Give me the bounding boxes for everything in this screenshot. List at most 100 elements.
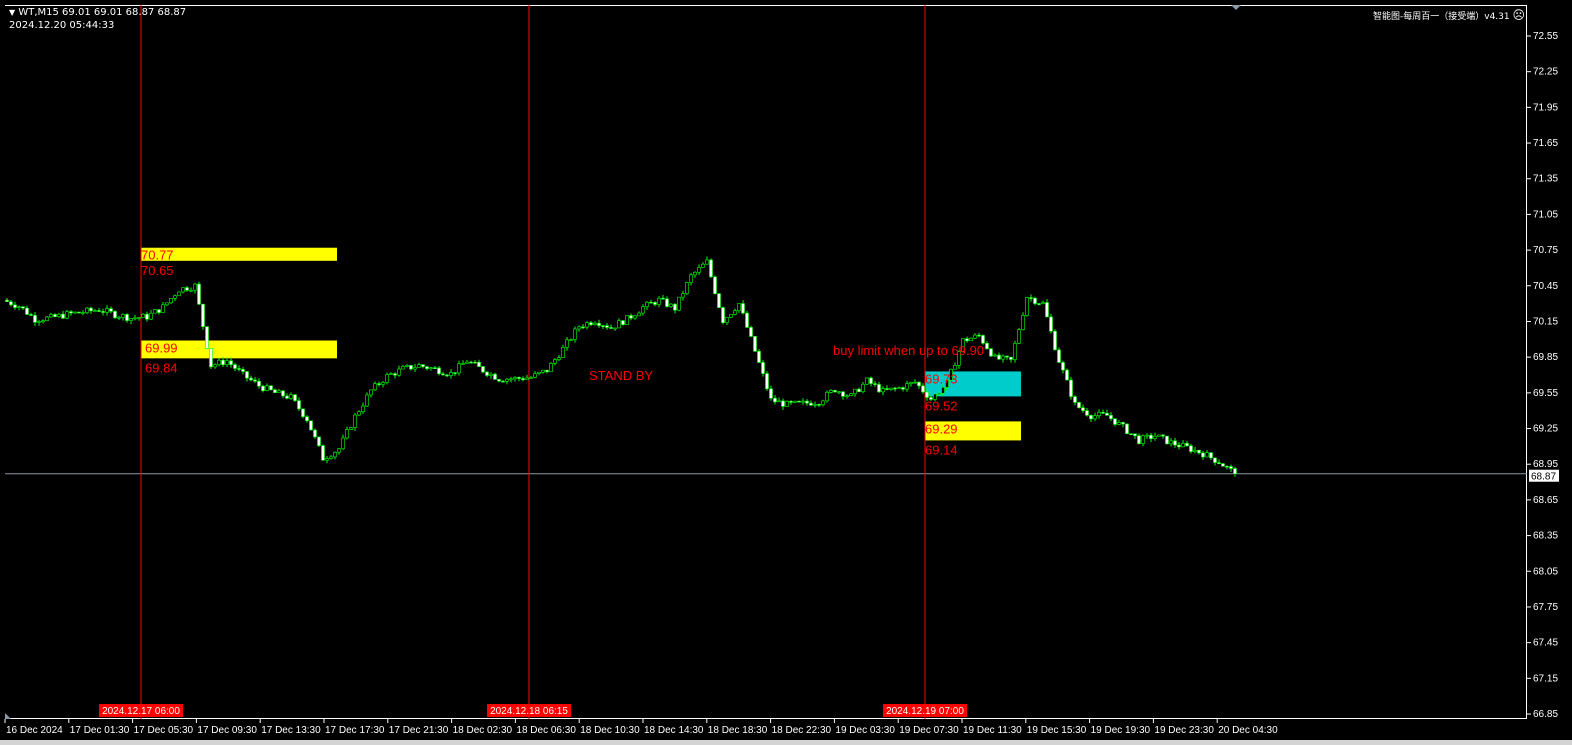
- candle-body: [265, 385, 269, 391]
- candle-body: [1081, 407, 1085, 411]
- candle-body: [641, 306, 645, 314]
- candle-body: [585, 322, 589, 328]
- candle-body: [541, 369, 545, 373]
- y-tick-label: 70.75: [1533, 245, 1558, 256]
- y-tick-label: 67.45: [1533, 638, 1558, 649]
- candle-body: [25, 307, 29, 315]
- candle-body: [365, 394, 369, 407]
- x-tick-label: 18 Dec 06:30: [516, 725, 576, 736]
- candle-body: [101, 311, 105, 313]
- zone-bottom-label: 69.52: [925, 398, 958, 413]
- candle-body: [857, 388, 861, 393]
- x-tick-label: 17 Dec 09:30: [197, 725, 257, 736]
- candle-body: [749, 327, 753, 337]
- x-tick-label: 17 Dec 05:30: [134, 725, 194, 736]
- candle-body: [1041, 302, 1045, 304]
- candle-body: [885, 388, 889, 390]
- candle-body: [237, 368, 241, 370]
- candle-body: [333, 451, 337, 458]
- candle-body: [833, 390, 837, 393]
- candle-body: [945, 379, 949, 388]
- candle-body: [969, 337, 973, 342]
- candle-body: [661, 297, 665, 300]
- candle-body: [461, 363, 465, 365]
- x-tick-label: 17 Dec 13:30: [261, 725, 321, 736]
- candle-body: [681, 293, 685, 298]
- candle-body: [49, 314, 53, 318]
- candle-body: [257, 380, 261, 387]
- candle-body: [713, 276, 717, 294]
- collapse-triangle-icon[interactable]: ▼: [9, 8, 16, 17]
- chart-shift-marker[interactable]: [1231, 5, 1241, 10]
- candle-body: [937, 393, 941, 395]
- x-tick-label: 16 Dec 2024: [6, 725, 63, 736]
- candle-body: [861, 383, 865, 393]
- candle-body: [709, 259, 713, 278]
- candle-body: [497, 379, 501, 382]
- indicator-title-text: 智能图-每周百一（接受端）v4.31: [1373, 12, 1510, 22]
- candle-body: [453, 372, 457, 374]
- candle-body: [121, 314, 125, 318]
- zone-box-cyan: [925, 371, 1021, 397]
- candle-body: [97, 310, 101, 312]
- candle-body: [17, 306, 21, 308]
- candle-body: [417, 364, 421, 368]
- candle-body: [565, 339, 569, 348]
- candle-body: [785, 400, 789, 407]
- candle-body: [649, 301, 653, 304]
- candle-body: [513, 377, 517, 380]
- candle-body: [609, 327, 613, 329]
- y-tick-label: 71.05: [1533, 209, 1558, 220]
- indicator-title: 智能图-每周百一（接受端）v4.31 ☹: [1373, 8, 1525, 22]
- candle-body: [69, 311, 73, 314]
- candle-body: [1085, 410, 1089, 416]
- candle-body: [789, 400, 793, 403]
- candle-body: [1037, 303, 1041, 305]
- candle-body: [301, 408, 305, 417]
- candle-body: [381, 382, 385, 385]
- candle-body: [501, 380, 505, 383]
- x-tick-label: 19 Dec 15:30: [1027, 725, 1087, 736]
- candle-body: [621, 320, 625, 325]
- candle-body: [1177, 444, 1181, 448]
- candle-body: [1153, 435, 1157, 439]
- candle-body: [825, 392, 829, 402]
- candle-body: [305, 416, 309, 422]
- candle-body: [213, 364, 217, 368]
- candle-body: [633, 315, 637, 319]
- candle-body: [477, 361, 481, 367]
- candle-body: [133, 317, 137, 320]
- candle-body: [93, 310, 97, 312]
- x-tick-label: 19 Dec 11:30: [963, 725, 1022, 736]
- candle-body: [1005, 355, 1009, 358]
- candle-body: [317, 436, 321, 446]
- zone-top-label: 69.73: [925, 371, 958, 386]
- chart-annotation: buy limit when up to 69.90: [833, 343, 984, 358]
- candle-body: [221, 359, 225, 365]
- candle-body: [737, 303, 741, 311]
- server-time: 2024.12.20 05:44:33: [9, 20, 115, 31]
- candle-body: [849, 393, 853, 396]
- y-tick-label: 67.75: [1533, 602, 1558, 613]
- candle-body: [929, 397, 933, 400]
- zone-box-yellow: [925, 421, 1021, 441]
- candle-body: [205, 326, 209, 349]
- candle-body: [89, 307, 93, 312]
- candle-body: [485, 371, 489, 376]
- candle-body: [553, 359, 557, 364]
- candle-body: [933, 393, 937, 400]
- candle-body: [33, 315, 37, 323]
- candle-body: [385, 374, 389, 383]
- candle-body: [521, 378, 525, 381]
- chart-frame[interactable]: [5, 5, 1527, 719]
- candle-body: [1209, 452, 1213, 459]
- sad-face-icon: ☹: [1512, 8, 1526, 22]
- candle-body: [1205, 452, 1209, 458]
- candle-body: [229, 360, 233, 365]
- candle-body: [225, 360, 229, 365]
- candle-body: [533, 373, 537, 378]
- candle-body: [289, 394, 293, 399]
- candle-body: [517, 377, 521, 379]
- candle-body: [329, 456, 333, 459]
